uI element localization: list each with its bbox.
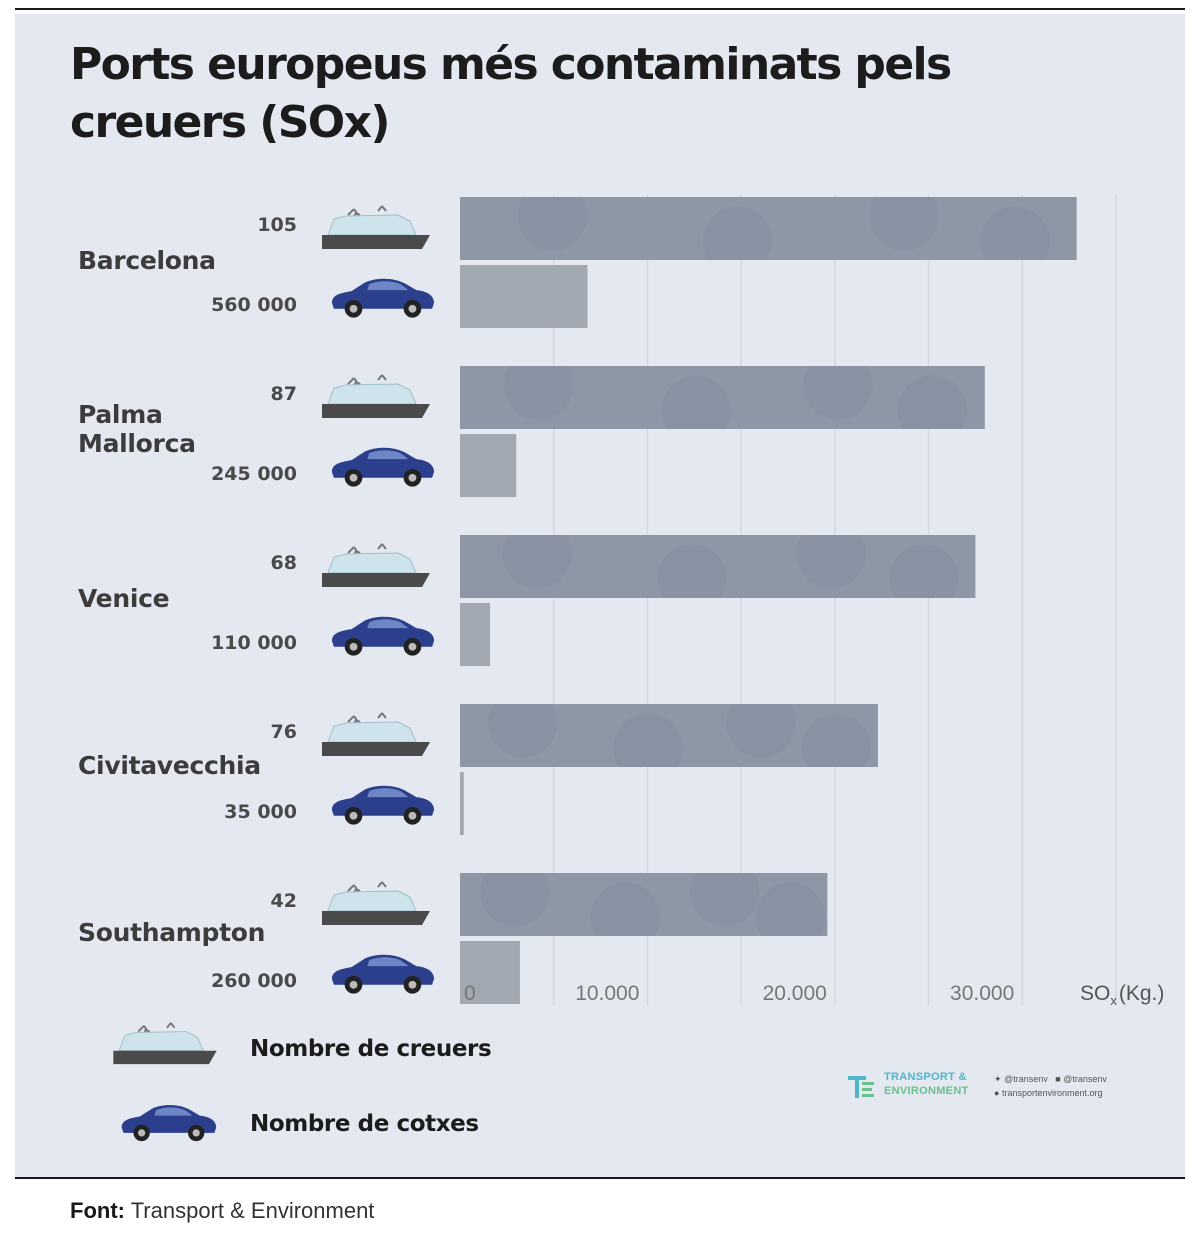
car-icon xyxy=(331,447,435,487)
bar-texture xyxy=(657,544,727,614)
port-name: Southampton xyxy=(78,918,266,947)
car-icon xyxy=(331,785,435,825)
ship-icon xyxy=(321,712,431,757)
bar-texture xyxy=(803,350,873,420)
bar-texture xyxy=(488,688,558,758)
icons xyxy=(321,205,435,994)
bar-texture xyxy=(689,857,760,927)
logo-twitter: @transenv xyxy=(1004,1074,1048,1084)
source-text: Transport & Environment xyxy=(130,1198,375,1223)
logo-line1: TRANSPORT & xyxy=(884,1071,967,1083)
bar-car-2 xyxy=(460,603,490,666)
bar-cruise-4 xyxy=(460,873,828,936)
ship-icon xyxy=(321,543,431,588)
car-count: 110 000 xyxy=(211,632,297,654)
car-icon xyxy=(331,954,435,994)
top-rule xyxy=(15,8,1185,10)
car-icon xyxy=(331,616,435,656)
x-axis-label: SOx(Kg.) xyxy=(1080,982,1164,1008)
chart-title: Ports europeus més contaminats pels creu… xyxy=(70,39,952,148)
bar-texture xyxy=(480,857,550,927)
ship-icon xyxy=(321,374,431,419)
ship-icon xyxy=(321,881,431,926)
logo-line2: ENVIRONMENT xyxy=(884,1085,969,1097)
bar-cruise-1 xyxy=(460,366,985,429)
car-count: 245 000 xyxy=(211,463,297,485)
facebook-icon: ■ xyxy=(1055,1074,1061,1084)
port-name: Venice xyxy=(78,584,170,613)
logo-facebook: @transenv xyxy=(1063,1074,1107,1084)
bar-texture xyxy=(897,375,967,445)
bar-texture xyxy=(726,688,796,758)
source-line: Font: Transport & Environment xyxy=(70,1198,374,1224)
x-tick-label: 0 xyxy=(464,982,476,1005)
source-label: Font: xyxy=(70,1198,125,1223)
car-count: 560 000 xyxy=(211,294,297,316)
car-icon xyxy=(331,278,435,318)
x-tick-label: 30.000 xyxy=(950,982,1014,1005)
twitter-icon: ✦ xyxy=(994,1074,1002,1084)
bar-cruise-3 xyxy=(460,704,878,767)
bar-texture xyxy=(502,519,572,589)
bar-texture xyxy=(980,206,1050,276)
bars xyxy=(460,197,1077,1004)
ship-icon xyxy=(321,205,431,250)
te-logo-icon xyxy=(848,1076,874,1098)
bar-car-0 xyxy=(460,265,588,328)
logo-social: ✦ @transenv ■ @transenv ● transportenvir… xyxy=(994,1072,1107,1100)
bar-texture xyxy=(613,713,683,783)
port-name: Civitavecchia xyxy=(78,751,261,780)
bar-car-4 xyxy=(460,941,520,1004)
bar-texture xyxy=(796,519,866,589)
bar-cruise-0 xyxy=(460,197,1077,260)
cruise-count: 87 xyxy=(270,383,297,405)
car-count: 260 000 xyxy=(211,970,297,992)
x-tick-label: 10.000 xyxy=(575,982,639,1005)
bar-texture xyxy=(702,206,773,276)
legend-ship-icon xyxy=(112,1022,218,1066)
legend-cars-label: Nombre de cotxes xyxy=(250,1111,479,1137)
bar-texture xyxy=(889,544,959,614)
logo-text: TRANSPORT & ENVIRONMENT xyxy=(884,1070,969,1098)
bar-texture xyxy=(755,882,826,936)
bar-texture xyxy=(869,197,939,251)
bar-texture xyxy=(801,713,871,783)
cruise-count: 105 xyxy=(257,214,297,236)
bar-texture xyxy=(661,375,731,445)
bar-cruise-2 xyxy=(460,535,976,598)
logo-site: transportenvironment.org xyxy=(1001,1088,1103,1098)
bottom-rule xyxy=(15,1177,1185,1179)
bar-car-3 xyxy=(460,772,464,835)
x-tick-label: 20.000 xyxy=(763,982,827,1005)
legend-cruises-label: Nombre de creuers xyxy=(250,1036,492,1062)
port-name: Palma Mallorca xyxy=(78,400,196,458)
web-icon: ● xyxy=(994,1088,1000,1098)
bar-texture xyxy=(517,197,588,251)
cruise-count: 76 xyxy=(270,721,297,743)
gridlines xyxy=(552,195,1117,1005)
cruise-count: 68 xyxy=(270,552,297,574)
bar-texture xyxy=(590,882,660,936)
car-count: 35 000 xyxy=(224,801,297,823)
bar-texture xyxy=(504,350,574,420)
bar-car-1 xyxy=(460,434,517,497)
x-axis-ticks: 0 10.000 20.000 30.000 xyxy=(464,982,1014,1005)
cruise-count: 42 xyxy=(270,890,297,912)
transport-environment-logo: TRANSPORT & ENVIRONMENT ✦ @transenv ■ @tr… xyxy=(846,1070,1146,1104)
legend-car-icon xyxy=(121,1105,217,1142)
port-name: Barcelona xyxy=(78,246,216,275)
